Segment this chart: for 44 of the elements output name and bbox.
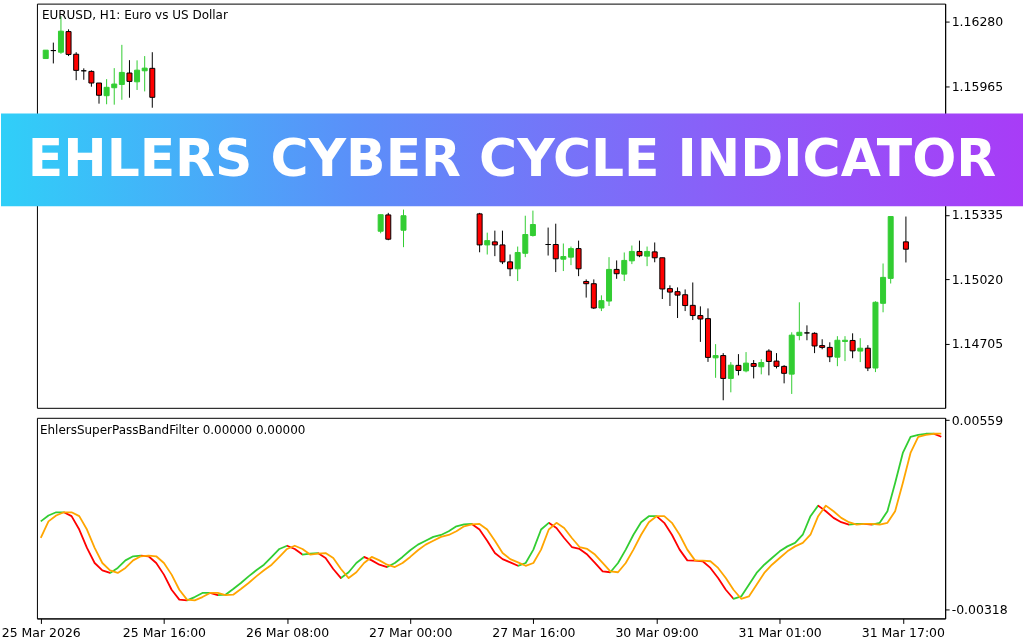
x-tick-label: 27 Mar 00:00 — [369, 624, 453, 640]
candlestick — [621, 251, 628, 282]
text: EHLERS CYBER CYCLE INDICATOR — [27, 127, 997, 188]
candlestick — [141, 55, 148, 92]
chart-title: EhlersSuperPassBandFilter 0.00000 0.00000 — [39, 422, 306, 437]
candlestick — [902, 216, 909, 263]
candlestick — [864, 344, 871, 372]
candlestick — [552, 223, 559, 273]
x-tick-label: 27 Mar 16:00 — [492, 624, 576, 640]
y-tick-label: 1.16280 — [951, 14, 1004, 30]
x-tick-label: 31 Mar 17:00 — [861, 624, 946, 640]
candlestick — [126, 59, 133, 99]
candlestick — [529, 210, 536, 238]
y-tick-label: 1.15965 — [951, 78, 1004, 94]
candlestick — [484, 232, 491, 256]
candlestick — [849, 332, 856, 359]
candlestick — [134, 59, 141, 91]
candlestick — [826, 341, 833, 363]
candlestick — [712, 343, 719, 379]
candlestick — [118, 44, 125, 101]
x-tick-label: 25 Mar 16:00 — [122, 624, 207, 640]
candlestick — [727, 361, 734, 393]
x-tick-label: 26 Mar 08:00 — [245, 624, 330, 640]
candlestick — [803, 324, 810, 341]
y-tick-label: 0.00559 — [951, 412, 1004, 428]
x-tick-label: 25 Mar 2026 — [1, 624, 81, 640]
candlestick — [644, 246, 651, 267]
y-tick-label: 1.14705 — [951, 336, 1004, 352]
y-tick-label: 1.15335 — [951, 207, 1004, 223]
candlestick — [857, 337, 864, 363]
candlestick — [377, 214, 384, 234]
x-tick-label: 31 Mar 01:00 — [738, 624, 822, 640]
candlestick — [575, 240, 582, 277]
candlestick — [613, 259, 620, 280]
candlestick — [735, 353, 742, 376]
y-tick-label: 1.15020 — [951, 271, 1004, 287]
candlestick — [400, 209, 407, 248]
candlestick — [583, 278, 590, 299]
candlestick — [750, 359, 757, 379]
x-tick-label: 30 Mar 09:00 — [615, 624, 699, 640]
candlestick — [720, 352, 727, 401]
y-tick-label: -0.00318 — [951, 601, 1008, 617]
chart-subtitle: EURUSD, H1: Euro vs US Dollar — [41, 8, 228, 23]
candlestick — [628, 245, 635, 265]
